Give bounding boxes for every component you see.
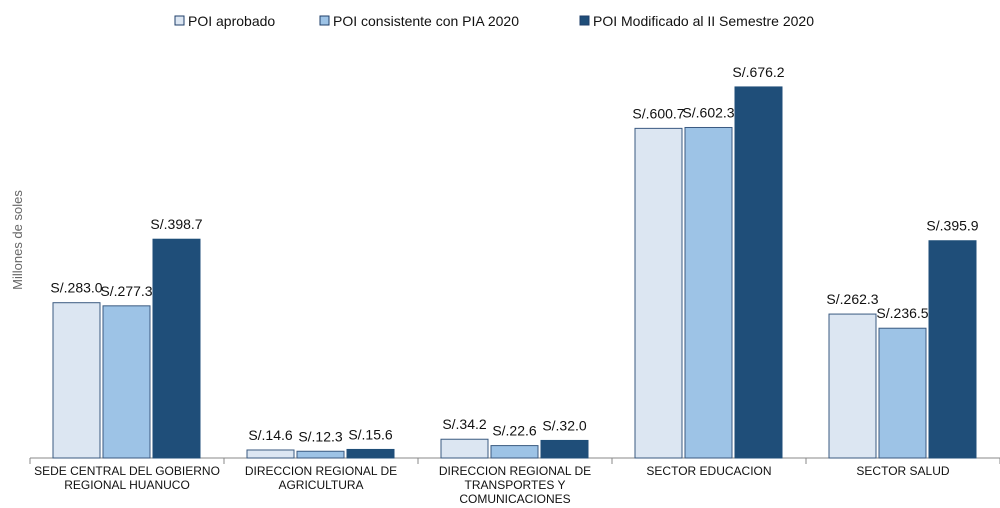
data-label: S/.262.3 — [826, 291, 878, 307]
x-tick-label: DIRECCION REGIONAL DE TRANSPORTES Y COMU… — [438, 464, 592, 506]
bar — [440, 438, 489, 459]
bar — [828, 313, 877, 459]
legend-label: POI aprobado — [188, 13, 275, 29]
bar — [540, 439, 589, 459]
data-label: S/.283.0 — [50, 280, 102, 296]
bar — [684, 126, 733, 459]
data-label: S/.15.6 — [348, 426, 393, 442]
data-label: S/.676.2 — [732, 64, 784, 80]
y-axis-label: Millones de soles — [10, 190, 25, 290]
bar — [246, 449, 295, 459]
data-label: S/.34.2 — [442, 416, 487, 432]
bar — [296, 450, 345, 459]
data-label: S/.600.7 — [632, 105, 684, 121]
data-label: S/.236.5 — [876, 305, 928, 321]
bar — [928, 240, 977, 459]
data-label: S/.602.3 — [682, 104, 734, 120]
bar — [734, 86, 783, 459]
bar — [490, 445, 539, 459]
data-label: S/.12.3 — [298, 428, 343, 444]
bar — [52, 302, 101, 459]
bar — [152, 238, 201, 459]
data-label: S/.22.6 — [492, 423, 537, 439]
x-tick-label: SECTOR EDUCACION — [646, 464, 772, 478]
legend-label: POI consistente con PIA 2020 — [333, 13, 519, 29]
x-tick-label: SECTOR SALUD — [856, 464, 950, 478]
bar — [878, 327, 927, 459]
legend-label: POI Modificado al II Semestre 2020 — [593, 13, 814, 29]
data-label: S/.277.3 — [100, 283, 152, 299]
data-label: S/.398.7 — [150, 216, 202, 232]
bar — [346, 448, 395, 459]
data-label: S/.14.6 — [248, 427, 293, 443]
bar — [634, 127, 683, 459]
x-tick-label: SEDE CENTRAL DEL GOBIERNO REGIONAL HUANU… — [34, 464, 220, 492]
data-label: S/.32.0 — [542, 417, 587, 433]
x-tick-label: DIRECCION REGIONAL DE AGRICULTURA — [244, 464, 398, 492]
legend-swatch — [319, 15, 330, 26]
legend-swatch — [174, 15, 185, 26]
bar — [102, 305, 151, 459]
legend-swatch — [579, 15, 590, 26]
data-label: S/.395.9 — [926, 218, 978, 234]
